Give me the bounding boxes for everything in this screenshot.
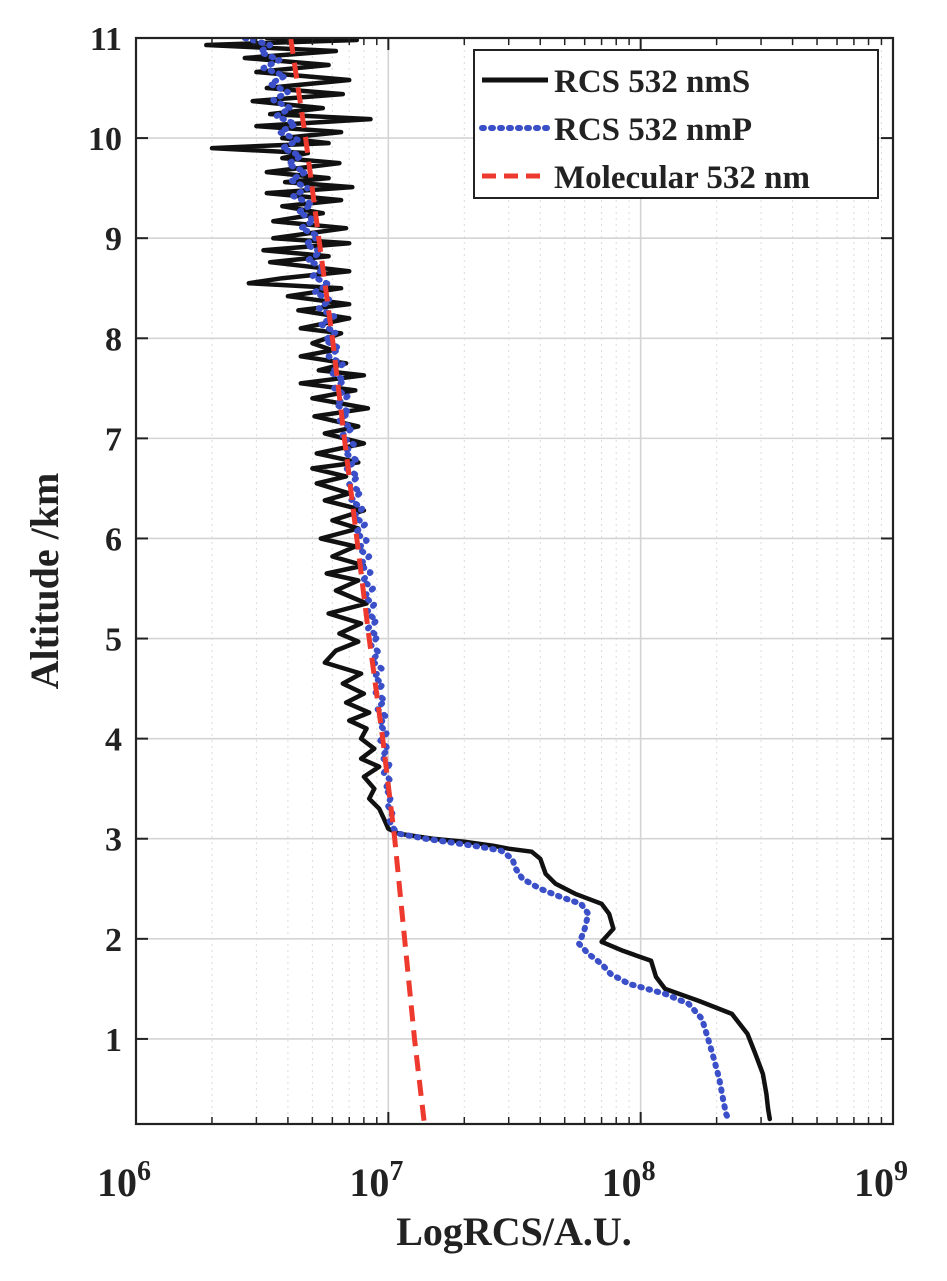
- x-tick-labels: 106 107 108 109: [97, 1156, 908, 1205]
- y-tick-label: 7: [105, 421, 122, 458]
- series-line-2: [241, 38, 733, 1124]
- y-axis-label: Altitude /km: [22, 473, 67, 690]
- axis-ticks: [135, 37, 894, 1124]
- y-tick-label: 4: [105, 722, 122, 759]
- y-tick-label: 9: [105, 221, 122, 258]
- y-tick-label: 3: [105, 822, 122, 859]
- legend-label-molecular: Molecular 532 nm: [554, 160, 810, 196]
- legend-label-rcs-p: RCS 532 nmP: [554, 112, 752, 148]
- x-axis-label: LogRCS/A.U.: [396, 1209, 632, 1254]
- plot-frame: [134, 36, 895, 1126]
- y-tick-label: 8: [105, 321, 122, 358]
- legend-box: [473, 49, 879, 199]
- series-line-1: [204, 38, 773, 1122]
- series-group: [204, 38, 773, 1124]
- y-tick-label: 11: [90, 21, 122, 58]
- legend: RCS 532 nmS RCS 532 nmP Molecular 532 nm: [473, 49, 879, 199]
- x-tick-label: 108: [602, 1156, 656, 1205]
- y-tick-label: 6: [105, 521, 122, 558]
- x-tick-label: 109: [854, 1156, 908, 1205]
- y-tick-label: 10: [88, 121, 122, 158]
- x-tick-label: 106: [97, 1156, 151, 1205]
- series-line-3: [288, 38, 427, 1124]
- legend-label-rcs-s: RCS 532 nmS: [554, 64, 750, 100]
- y-tick-labels: 1 2 3 4 5 6 7 8 9 10 11: [88, 21, 122, 1059]
- x-tick-label: 107: [349, 1156, 403, 1205]
- y-tick-label: 1: [105, 1022, 122, 1059]
- y-tick-label: 2: [105, 922, 122, 959]
- y-tick-label: 5: [105, 622, 122, 659]
